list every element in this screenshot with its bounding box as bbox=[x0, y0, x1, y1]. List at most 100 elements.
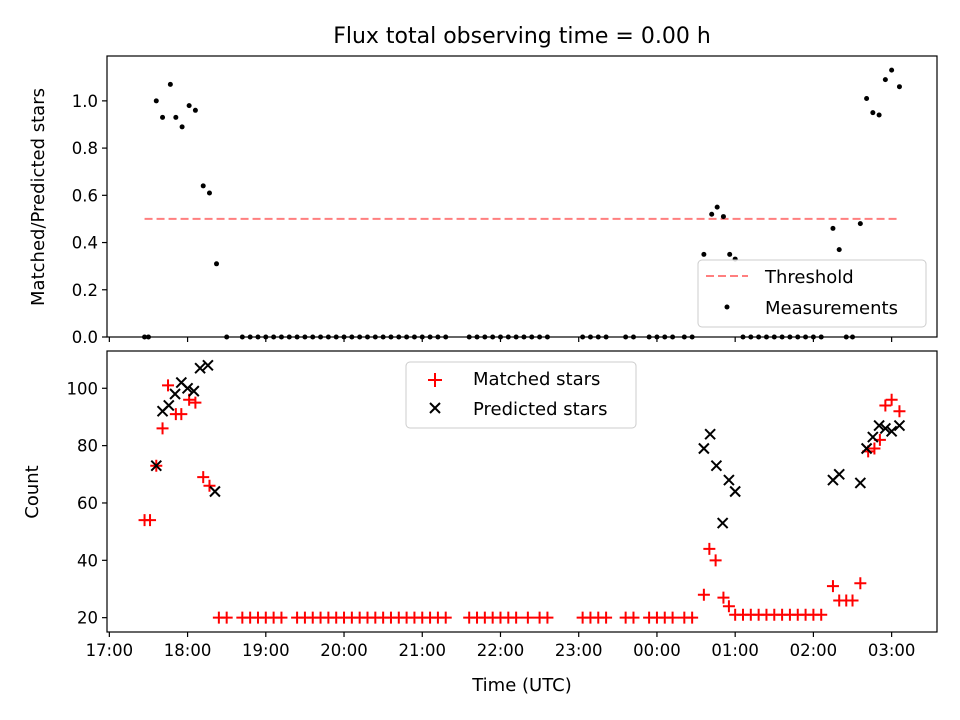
predicted-star-point bbox=[854, 477, 867, 489]
predicted-star-point bbox=[885, 425, 898, 437]
measurement-point bbox=[167, 81, 173, 87]
matched-star-point bbox=[600, 611, 613, 624]
x-axis-label: Time (UTC) bbox=[471, 675, 572, 696]
matched-star-point bbox=[666, 611, 679, 624]
measurement-point bbox=[870, 110, 876, 116]
chart-title: Flux total observing time = 0.00 h bbox=[333, 24, 711, 49]
x-tick-label: 22:00 bbox=[477, 641, 525, 660]
predicted-star-point bbox=[893, 419, 906, 432]
predicted-star-point bbox=[188, 385, 200, 397]
bottom-y-tick-label: 40 bbox=[77, 551, 98, 570]
top-y-tick-label: 1.0 bbox=[72, 92, 98, 111]
matched-star-point bbox=[697, 588, 710, 601]
top-plot-area: 0.0 0.2 0.4 0.6 0.8 1.0 bbox=[72, 67, 902, 347]
measurement-point bbox=[192, 107, 198, 113]
measurement-point bbox=[153, 98, 159, 104]
matched-star-point bbox=[189, 396, 202, 409]
matched-legend-swatch bbox=[428, 373, 442, 387]
bottom-panel: Count Time (UTC) 17:00 18:00 19:00 20:00 21:… bbox=[22, 350, 938, 696]
measurement-point bbox=[714, 204, 720, 210]
bottom-y-axis-label: Count bbox=[22, 465, 43, 518]
bottom-legend: Matched stars Predicted stars bbox=[405, 361, 637, 429]
matched-star-point bbox=[879, 399, 892, 412]
predicted-star-point bbox=[716, 517, 729, 529]
x-tick-label: 23:00 bbox=[555, 641, 603, 660]
predicted-star-point bbox=[729, 485, 741, 498]
matched-star-point bbox=[220, 611, 233, 624]
measurement-point bbox=[720, 214, 726, 220]
matched-star-point bbox=[717, 591, 730, 604]
measurement-point bbox=[160, 114, 166, 120]
predicted-star-point bbox=[860, 442, 873, 455]
top-axes-frame bbox=[106, 55, 938, 338]
matched-star-point bbox=[439, 611, 452, 624]
predicted-star-point bbox=[150, 459, 162, 472]
measurement-point bbox=[709, 211, 715, 217]
measurement-point bbox=[179, 124, 185, 130]
matched-star-point bbox=[893, 405, 906, 418]
x-tick-label: 03:00 bbox=[868, 641, 916, 660]
predicted-star-point bbox=[873, 419, 885, 432]
bottom-y-tick-label: 80 bbox=[77, 437, 98, 456]
predicted-star-point bbox=[833, 468, 845, 481]
top-y-tick-label: 0.0 bbox=[72, 328, 98, 347]
predicted-star-point bbox=[181, 382, 194, 394]
measurement-point bbox=[896, 84, 902, 90]
matched-star-point bbox=[144, 514, 157, 527]
x-tick-label: 01:00 bbox=[711, 641, 759, 660]
matched-star-point bbox=[703, 542, 716, 555]
predicted-star-point bbox=[879, 422, 892, 435]
matched-star-point bbox=[541, 611, 554, 624]
threshold-legend-label: Threshold bbox=[764, 267, 854, 288]
predicted-star-point bbox=[169, 388, 181, 400]
measurement-point bbox=[836, 247, 842, 253]
matched-star-point bbox=[510, 611, 523, 624]
measurement-point bbox=[186, 103, 192, 109]
bottom-y-tick-label: 100 bbox=[67, 379, 99, 398]
predicted-star-point bbox=[194, 362, 206, 374]
matched-star-point bbox=[868, 442, 881, 455]
predicted-star-point bbox=[723, 474, 735, 486]
top-y-tick-label: 0.4 bbox=[72, 234, 98, 253]
top-y-tick-label: 0.2 bbox=[72, 281, 98, 300]
matched-star-point bbox=[521, 611, 534, 624]
matched-star-point bbox=[722, 600, 735, 613]
matched-star-point bbox=[854, 577, 867, 590]
measurement-point bbox=[882, 77, 888, 83]
predicted-star-point bbox=[202, 359, 214, 372]
x-tick-label: 18:00 bbox=[164, 641, 212, 660]
matched-star-point bbox=[686, 611, 699, 624]
matched-star-point bbox=[885, 393, 898, 406]
top-y-axis-label: Matched/Predicted stars bbox=[28, 88, 49, 306]
predicted-star-point bbox=[163, 399, 175, 412]
predicted-star-point bbox=[209, 485, 221, 498]
x-tick-label: 19:00 bbox=[242, 641, 290, 660]
predicted-star-point bbox=[867, 431, 879, 443]
top-y-tick-label: 0.8 bbox=[72, 139, 98, 158]
x-tick-label: 21:00 bbox=[398, 641, 446, 660]
x-tick-label: 20:00 bbox=[320, 641, 368, 660]
matched-legend-label: Matched stars bbox=[473, 369, 600, 390]
measurement-point bbox=[727, 251, 733, 257]
bottom-plot-area: 17:00 18:00 19:00 20:00 21:00 22:00 23:00 00:00… bbox=[67, 359, 916, 660]
top-y-tick-label: 0.6 bbox=[72, 186, 98, 205]
predicted-star-point bbox=[710, 459, 723, 472]
predicted-star-point bbox=[704, 428, 716, 440]
measurement-point bbox=[864, 96, 870, 102]
predicted-star-point bbox=[698, 442, 710, 455]
matched-star-point bbox=[197, 471, 210, 484]
x-tick-label: 00:00 bbox=[633, 641, 681, 660]
matched-star-point bbox=[627, 611, 640, 624]
predicted-legend-label: Predicted stars bbox=[473, 399, 607, 420]
predicted-legend-swatch bbox=[429, 402, 441, 414]
bottom-y-tick-label: 20 bbox=[77, 609, 98, 628]
matched-star-point bbox=[175, 408, 188, 421]
matched-star-point bbox=[826, 580, 839, 593]
top-panel: Flux total observing time = 0.00 h Match… bbox=[28, 24, 938, 347]
measurement-point bbox=[876, 112, 882, 118]
measurement-point bbox=[889, 67, 895, 73]
measurements-legend-label: Measurements bbox=[765, 298, 898, 319]
measurement-point bbox=[200, 183, 206, 189]
matched-star-point bbox=[846, 594, 859, 607]
